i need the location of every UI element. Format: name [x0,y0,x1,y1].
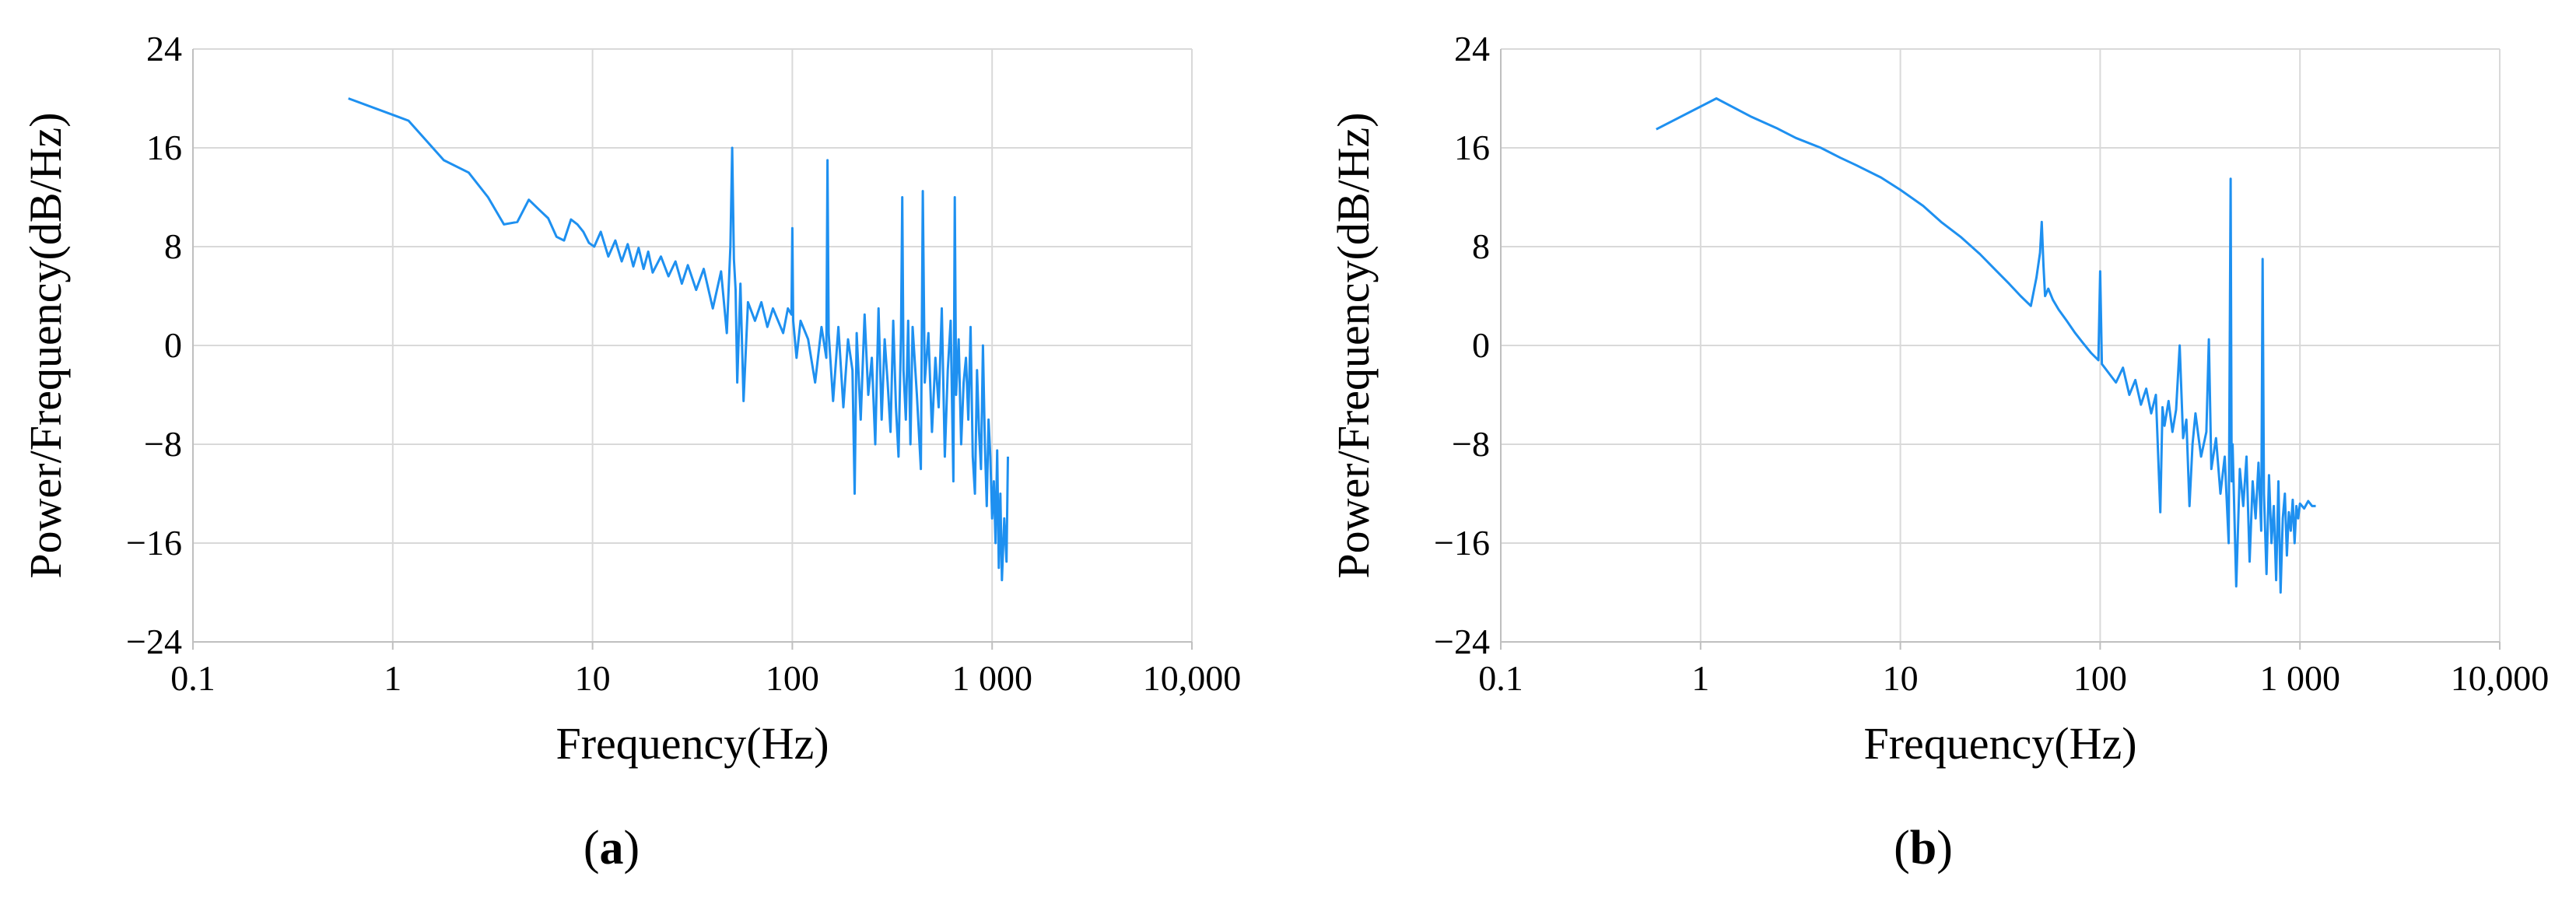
x-tick-label: 10,000 [2451,658,2550,698]
x-tick-label: 100 [766,658,819,698]
x-tick-label: 1 000 [952,658,1032,698]
x-axis-label: Frequency(Hz) [556,718,829,769]
y-tick-label: 16 [146,128,182,167]
chart-panel-a: 24 16 8 0 −8 −16 −240.1 1 10 100 1 000 10,000 Freque… [20,29,1241,875]
y-tick-label: 24 [1454,29,1490,68]
panel-label: (b) [1894,822,1953,875]
x-tick-label: 0.1 [1478,658,1523,698]
x-tick-label: 100 [2073,658,2127,698]
y-tick-label: 24 [146,29,182,68]
y-tick-label: 8 [1472,226,1490,266]
y-tick-label: −8 [1452,424,1490,464]
y-tick-label: −8 [144,424,182,464]
series-line-0 [1656,97,2316,594]
y-tick-label: 0 [164,325,182,365]
x-tick-label: 10 [1883,658,1919,698]
x-tick-label: 1 [384,658,401,698]
x-tick-label: 1 000 [2259,658,2340,698]
y-axis-label: Power/Frequency(dB/Hz) [20,112,71,578]
y-tick-label: −24 [1434,622,1490,661]
y-tick-label: −24 [126,622,182,661]
series-line-0 [348,97,1009,582]
panel-label-open-paren: ( [1894,822,1910,875]
chart-panel-b: 24 16 8 0 −8 −16 −240.1 1 10 100 1 000 10,000 Freque… [1328,29,2549,875]
panel-label-close-paren: ) [1936,822,1953,875]
x-tick-label: 0.1 [170,658,216,698]
x-axis-label: Frequency(Hz) [1863,718,2136,769]
x-tick-label: 10,000 [1143,658,1242,698]
x-tick-label: 1 [1691,658,1709,698]
panel-label-open-paren: ( [584,822,600,875]
panel-label-letter: a [600,822,624,875]
x-tick-label: 10 [575,658,611,698]
panel-label-close-paren: ) [624,822,640,875]
y-tick-label: 0 [1472,325,1490,365]
y-axis-label: Power/Frequency(dB/Hz) [1328,112,1379,578]
y-tick-label: −16 [1434,523,1490,563]
y-tick-label: −16 [126,523,182,563]
y-tick-label: 16 [1454,128,1490,167]
y-tick-label: 8 [164,226,182,266]
panel-label: (a) [584,822,640,875]
panel-label-letter: b [1910,822,1936,875]
